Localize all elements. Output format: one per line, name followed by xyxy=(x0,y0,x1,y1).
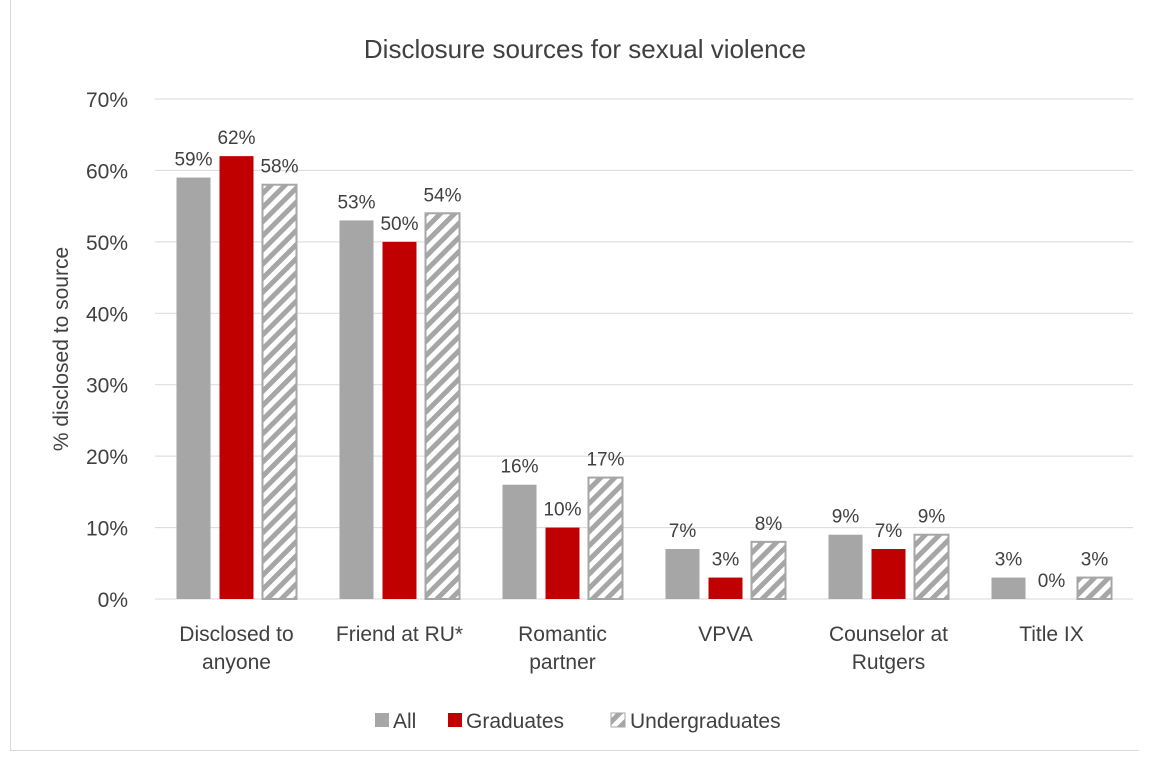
y-axis-label: % disclosed to source xyxy=(50,247,73,451)
bar xyxy=(502,484,537,599)
legend-label: Undergraduates xyxy=(630,710,781,733)
bar xyxy=(828,534,863,599)
bar xyxy=(913,533,950,601)
x-tick-label: Title IX xyxy=(1019,623,1084,646)
bar xyxy=(339,220,374,599)
x-tick-label: Disclosed to xyxy=(179,623,293,646)
bar-data-label: 17% xyxy=(586,450,624,471)
bar-data-label: 7% xyxy=(875,521,903,542)
x-tick-label: Rutgers xyxy=(852,651,926,674)
y-tick-label: 20% xyxy=(86,446,128,469)
x-tick-label: VPVA xyxy=(698,623,752,646)
y-tick-label: 50% xyxy=(86,232,128,255)
x-tick-label: partner xyxy=(529,651,596,674)
bar-data-label: 3% xyxy=(1081,550,1109,571)
bar xyxy=(382,241,417,599)
legend-label: Graduates xyxy=(466,710,564,733)
bar-data-label: 10% xyxy=(543,500,581,521)
bar-data-label: 9% xyxy=(918,507,946,528)
bar-data-label: 58% xyxy=(260,157,298,178)
y-tick-label: 10% xyxy=(86,518,128,541)
gridlines xyxy=(155,98,1133,600)
bars xyxy=(176,156,1113,601)
bar xyxy=(424,212,461,601)
x-tick-label: Friend at RU* xyxy=(336,623,463,646)
y-tick-labels: 0% 10% 20% 30% 40% 50% 60% 70% xyxy=(86,89,128,612)
x-tick-label: Counselor at xyxy=(829,623,948,646)
bar-data-label: 3% xyxy=(712,550,740,571)
legend-swatch xyxy=(448,713,462,727)
y-tick-label: 40% xyxy=(86,303,128,326)
x-tick-labels: Disclosed to anyone Friend at RU* Romantic p… xyxy=(179,623,1083,674)
bar-data-label: 7% xyxy=(669,521,697,542)
y-tick-label: 0% xyxy=(98,589,128,612)
bar-data-label: 59% xyxy=(174,150,212,171)
bar xyxy=(587,476,624,601)
bar xyxy=(750,540,787,600)
bar-data-label: 53% xyxy=(337,192,375,213)
bar-data-label: 50% xyxy=(380,214,418,235)
legend-swatch xyxy=(375,713,389,727)
legend-label: All xyxy=(393,710,416,733)
chart-frame xyxy=(10,0,1139,751)
bar-data-labels: 59%62%58% 53%50%54% 16% 10% 17% 7% 3% 8% 9% 7% 9% 3… xyxy=(174,128,1108,592)
bar xyxy=(176,177,211,600)
bar xyxy=(871,549,906,599)
bar xyxy=(665,549,700,599)
y-tick-label: 30% xyxy=(86,375,128,398)
bar-data-label: 54% xyxy=(423,185,461,206)
bar xyxy=(1076,576,1113,600)
bar-data-label: 3% xyxy=(995,550,1023,571)
chart-title: Disclosure sources for sexual violence xyxy=(364,34,806,64)
bar xyxy=(261,183,298,600)
y-tick-label: 70% xyxy=(86,89,128,112)
bar xyxy=(991,577,1026,599)
bar-data-label: 9% xyxy=(832,507,860,528)
y-tick-label: 60% xyxy=(86,160,128,183)
x-tick-label: anyone xyxy=(202,651,271,674)
x-tick-label: Romantic xyxy=(518,623,607,646)
bar-data-label: 0% xyxy=(1038,571,1066,592)
bar-data-label: 16% xyxy=(500,457,538,478)
bar-data-label: 8% xyxy=(755,514,783,535)
bar xyxy=(708,577,743,599)
bar xyxy=(219,156,254,599)
legend: All Graduates Undergraduates xyxy=(375,710,781,733)
legend-swatch xyxy=(610,712,626,728)
bar xyxy=(545,527,580,599)
bar-data-label: 62% xyxy=(217,128,255,149)
